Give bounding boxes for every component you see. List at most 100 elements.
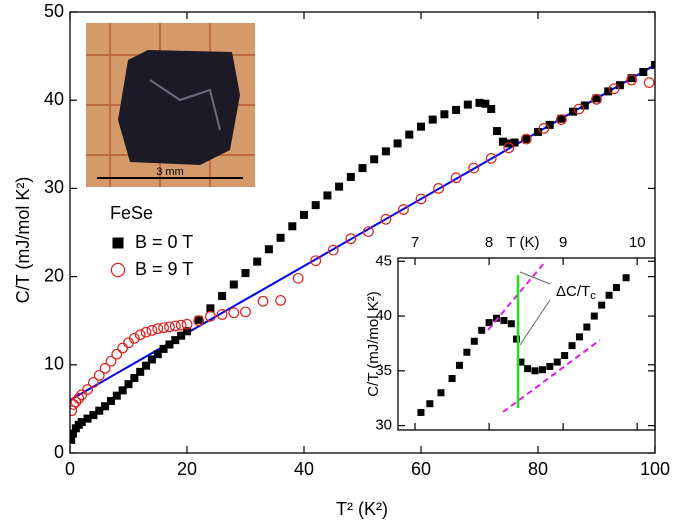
y-tick-label: 10	[44, 354, 64, 374]
point	[345, 233, 357, 245]
point	[83, 414, 92, 423]
point	[292, 272, 304, 284]
point	[485, 153, 497, 164]
y-tick-label: 30	[44, 177, 64, 197]
x-tick-label: 8	[485, 234, 493, 251]
point	[591, 93, 602, 105]
point	[522, 135, 531, 144]
point	[651, 60, 655, 69]
x-tick-label: 100	[640, 459, 670, 479]
plot-frame	[69, 11, 656, 454]
point	[524, 365, 532, 373]
y-tick-label: 40	[375, 307, 392, 324]
point	[136, 367, 145, 376]
point	[152, 323, 164, 335]
point	[626, 74, 637, 86]
x-tick-label: 9	[559, 234, 567, 251]
point	[583, 323, 591, 331]
point	[452, 105, 461, 114]
point	[300, 210, 308, 219]
point	[417, 122, 425, 131]
point	[175, 319, 187, 331]
point	[310, 255, 322, 267]
y-axis-label: C/T (mJ/mol K²)	[13, 177, 33, 304]
point	[608, 83, 620, 95]
point	[346, 172, 355, 181]
point	[481, 99, 490, 108]
fit-dashed	[487, 261, 546, 331]
point	[568, 342, 576, 350]
y-tick-label: 30	[375, 417, 392, 434]
point	[612, 284, 620, 292]
point	[573, 103, 585, 115]
point	[206, 304, 215, 313]
point	[70, 429, 77, 438]
point	[70, 435, 76, 444]
point	[70, 405, 78, 417]
point	[70, 399, 79, 410]
x-tick-label: 80	[528, 459, 548, 479]
point	[181, 318, 193, 330]
y-tick-label: 0	[54, 442, 64, 462]
point	[538, 123, 550, 134]
point	[323, 191, 332, 200]
point	[73, 392, 85, 404]
point	[437, 389, 445, 397]
point	[171, 336, 180, 345]
crystal-sheen	[149, 79, 221, 131]
point	[362, 226, 374, 238]
point	[264, 245, 273, 254]
point	[463, 100, 472, 109]
legend-marker	[112, 237, 124, 249]
point	[470, 337, 478, 345]
point	[393, 139, 402, 148]
point	[448, 375, 456, 383]
point	[428, 115, 437, 124]
point	[493, 127, 502, 136]
point	[311, 201, 320, 210]
point	[164, 321, 175, 333]
point	[493, 314, 501, 322]
point	[605, 291, 613, 299]
point	[93, 369, 105, 381]
point	[557, 114, 566, 123]
point	[95, 406, 104, 415]
point	[534, 127, 542, 136]
point	[117, 342, 129, 354]
point	[216, 309, 228, 320]
point	[142, 361, 151, 370]
point	[507, 320, 515, 328]
point	[253, 257, 262, 266]
point	[111, 348, 123, 360]
point	[398, 204, 409, 215]
point	[487, 105, 496, 114]
point	[101, 402, 110, 411]
point	[463, 348, 471, 356]
point	[417, 408, 425, 416]
crystal	[118, 50, 240, 165]
annotation-text: ΔC/T	[556, 283, 590, 300]
point	[381, 147, 390, 156]
point	[335, 182, 344, 191]
point	[405, 130, 414, 139]
point	[556, 114, 567, 126]
point	[485, 319, 493, 327]
point	[622, 274, 630, 282]
point	[159, 344, 168, 353]
point	[204, 310, 216, 322]
plot-area	[417, 274, 630, 416]
x-tick-label: 0	[65, 459, 75, 479]
inset-x-label: T (K)	[506, 234, 539, 251]
point	[358, 164, 367, 173]
point	[240, 306, 251, 318]
annotation: ΔC/Tc	[556, 283, 596, 302]
point	[229, 280, 238, 289]
inset-background	[398, 258, 655, 430]
inset-y-label: C/T (mJ/mol K²)	[365, 291, 382, 397]
point	[575, 333, 583, 341]
point	[590, 312, 598, 320]
annotation-sub: c	[590, 290, 596, 302]
point	[112, 391, 121, 400]
point	[569, 107, 578, 116]
